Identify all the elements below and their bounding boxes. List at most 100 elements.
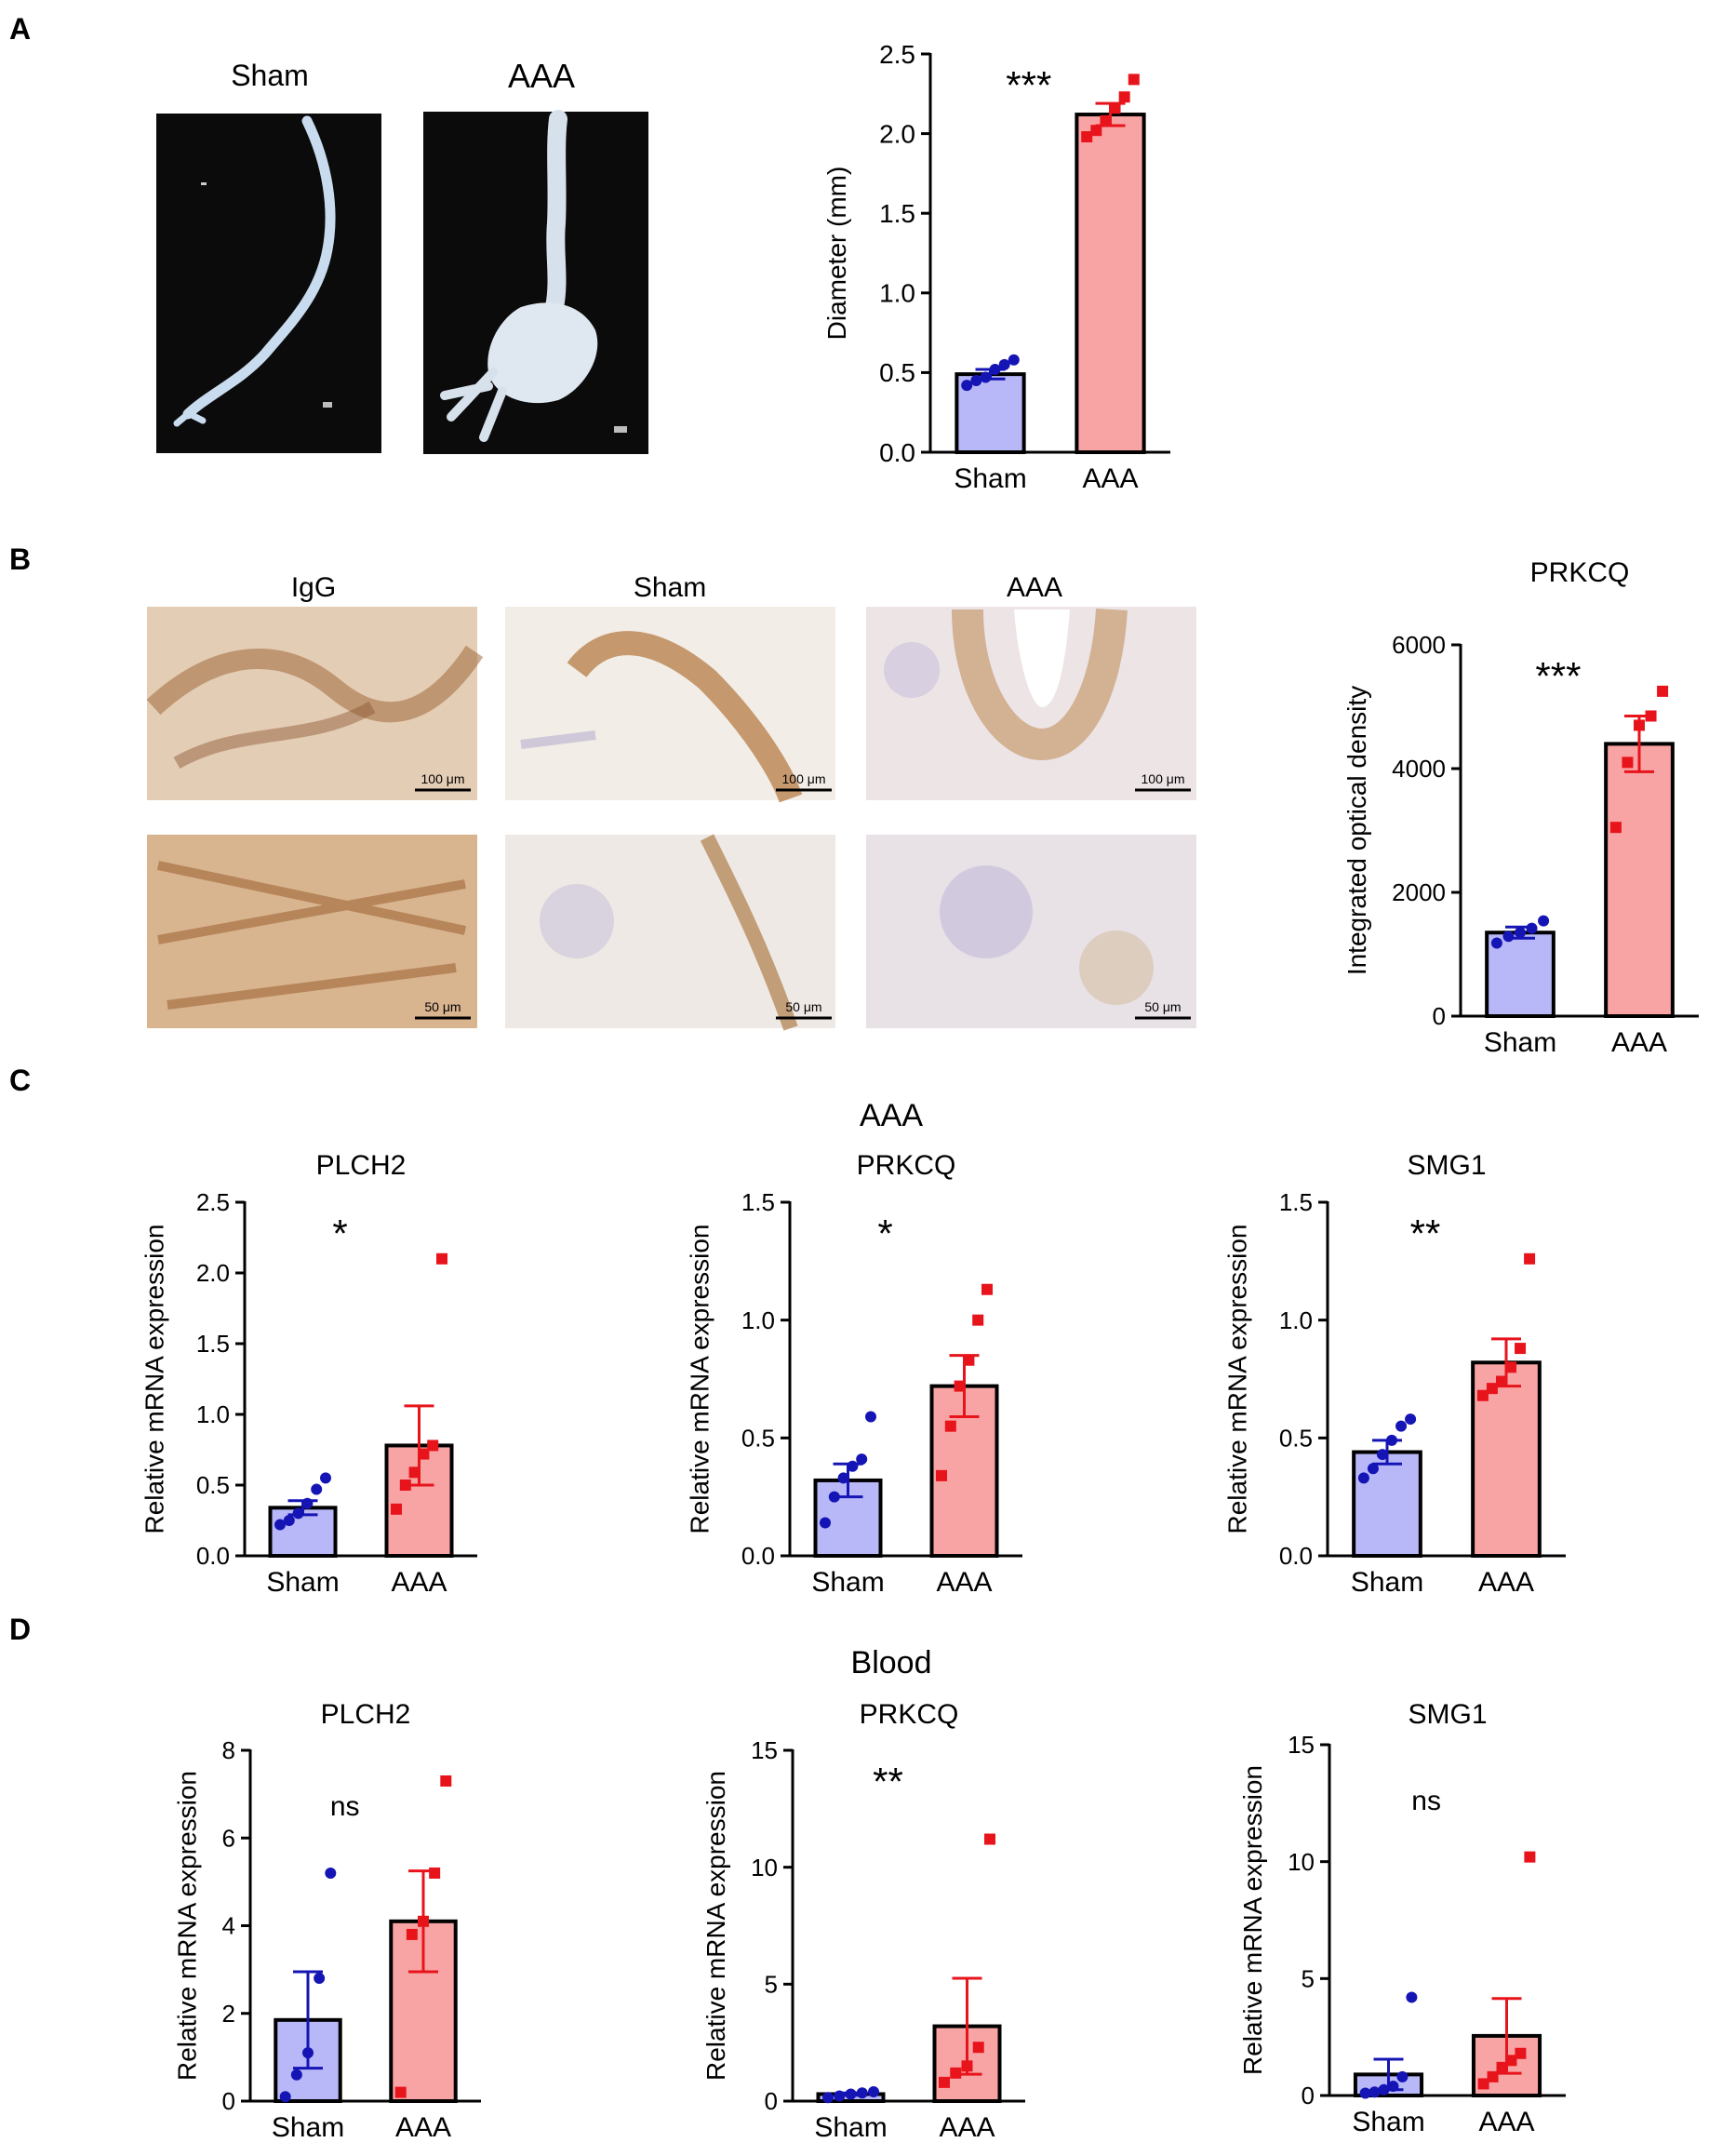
y-tick-label: 1.5 xyxy=(879,199,915,228)
scale-bar-igg-bottom: 50 μm xyxy=(415,999,471,1020)
chart-title: SMG1 xyxy=(1407,1150,1486,1181)
y-tick-label: 0.5 xyxy=(1279,1424,1313,1452)
chart-title: PRKCQ xyxy=(860,1699,959,1730)
data-point-sham xyxy=(865,1411,876,1423)
data-point-aaa xyxy=(972,1314,984,1326)
data-point-aaa xyxy=(429,1867,441,1879)
scale-bar-label: 100 μm xyxy=(1142,771,1185,786)
bar-aaa xyxy=(1075,113,1146,454)
data-point-aaa xyxy=(1524,1252,1536,1265)
x-tick-label: AAA xyxy=(1478,1567,1534,1598)
ihc-label-sham: Sham xyxy=(634,572,706,603)
y-tick-label: 1.0 xyxy=(1279,1306,1313,1334)
data-point-sham xyxy=(868,2085,879,2097)
significance-label: ns xyxy=(1411,1786,1441,1816)
data-point-sham xyxy=(1386,1434,1398,1446)
data-point-aaa xyxy=(1622,757,1634,769)
y-tick-label: 0.0 xyxy=(741,1542,775,1570)
x-tick-label: AAA xyxy=(395,2112,451,2143)
x-tick-label: Sham xyxy=(1484,1027,1556,1058)
data-point-sham xyxy=(828,1491,840,1503)
data-point-sham xyxy=(279,2091,291,2103)
data-point-aaa xyxy=(1476,1389,1489,1401)
data-point-sham xyxy=(302,2047,314,2059)
data-point-aaa xyxy=(972,2042,984,2054)
ihc-image-sham-top xyxy=(505,607,835,803)
data-point-sham xyxy=(837,1472,849,1484)
data-point-sham xyxy=(1387,2080,1399,2092)
data-point-sham xyxy=(320,1472,331,1484)
photo-label-aaa: AAA xyxy=(508,57,575,95)
ihc-label-igg: IgG xyxy=(291,572,336,603)
data-point-sham xyxy=(834,2090,846,2102)
ihc-image-aaa-top xyxy=(866,607,1196,800)
chart-title: SMG1 xyxy=(1408,1699,1487,1730)
photo-panel-a: Sham AAA xyxy=(156,57,648,454)
y-axis-label: Relative mRNA expression xyxy=(1238,1765,1267,2075)
scale-bar-sham-bottom: 50 μm xyxy=(776,999,832,1020)
y-tick-label: 15 xyxy=(751,1736,778,1764)
data-point-aaa xyxy=(427,1440,439,1452)
x-tick-label: AAA xyxy=(1478,2107,1534,2137)
scale-bar-label: 50 μm xyxy=(1144,999,1181,1014)
y-tick-label: 1.0 xyxy=(879,279,915,308)
data-point-aaa xyxy=(950,2067,962,2079)
y-tick-label: 0.5 xyxy=(196,1471,230,1499)
data-point-sham xyxy=(1396,2070,1409,2082)
panel-letter-a: A xyxy=(9,12,31,46)
data-point-aaa xyxy=(961,2060,973,2072)
y-axis-label: Relative mRNA expression xyxy=(1222,1224,1251,1533)
section-title-blood: Blood xyxy=(851,1645,932,1681)
data-point-sham xyxy=(820,1517,831,1529)
data-point-aaa xyxy=(1645,710,1657,722)
data-point-aaa xyxy=(1495,1375,1507,1387)
y-tick-label: 4 xyxy=(222,1912,235,1940)
x-tick-label: AAA xyxy=(939,2112,995,2143)
data-point-sham xyxy=(314,1973,326,1985)
scale-bar-label: 100 μm xyxy=(421,771,465,786)
y-axis-label: Relative mRNA expression xyxy=(701,1771,730,2081)
data-point-sham xyxy=(1406,1991,1418,2003)
significance-label: * xyxy=(332,1212,347,1255)
data-point-sham xyxy=(1405,1413,1417,1426)
data-point-aaa xyxy=(1081,131,1093,143)
x-tick-label: AAA xyxy=(391,1567,447,1598)
scale-bar-sham-top: 100 μm xyxy=(776,771,832,792)
data-point-aaa xyxy=(1515,2047,1527,2059)
scale-bar-aaa-top: 100 μm xyxy=(1135,771,1191,792)
data-point-sham xyxy=(856,1453,868,1466)
data-point-sham xyxy=(325,1867,337,1879)
data-point-aaa xyxy=(1634,719,1645,731)
data-point-sham xyxy=(1376,1449,1388,1461)
data-point-aaa xyxy=(418,1915,429,1927)
y-tick-label: 2.0 xyxy=(879,119,915,148)
photo-sham-aorta xyxy=(156,114,381,453)
ihc-image-sham-bottom xyxy=(505,834,835,1031)
y-tick-label: 1.5 xyxy=(1279,1188,1313,1216)
y-tick-label: 10 xyxy=(1288,1848,1315,1876)
data-point-sham xyxy=(301,1497,314,1509)
data-point-aaa xyxy=(944,1420,956,1432)
data-point-aaa xyxy=(436,1252,447,1265)
y-tick-label: 4000 xyxy=(1392,755,1446,783)
data-point-aaa xyxy=(418,1448,430,1460)
data-point-sham xyxy=(845,2088,857,2100)
data-point-aaa xyxy=(1477,2078,1489,2090)
data-point-aaa xyxy=(1609,822,1622,834)
data-point-sham xyxy=(311,1483,323,1495)
y-axis-label: Relative mRNA expression xyxy=(140,1224,168,1533)
y-tick-label: 0.5 xyxy=(741,1424,775,1452)
data-point-sham xyxy=(822,2092,834,2104)
x-tick-label: Sham xyxy=(954,463,1026,494)
x-tick-label: Sham xyxy=(1352,2107,1424,2137)
y-tick-label: 1.0 xyxy=(196,1400,230,1428)
x-tick-label: AAA xyxy=(1611,1027,1667,1058)
data-point-sham xyxy=(1538,915,1550,927)
ihc-image-igg-top xyxy=(146,607,484,800)
data-point-aaa xyxy=(936,1469,947,1481)
chart-title: PRKCQ xyxy=(1530,557,1630,588)
y-tick-label: 0.0 xyxy=(196,1542,230,1570)
panel-letter-c: C xyxy=(9,1064,31,1097)
significance-label: *** xyxy=(1006,63,1051,107)
